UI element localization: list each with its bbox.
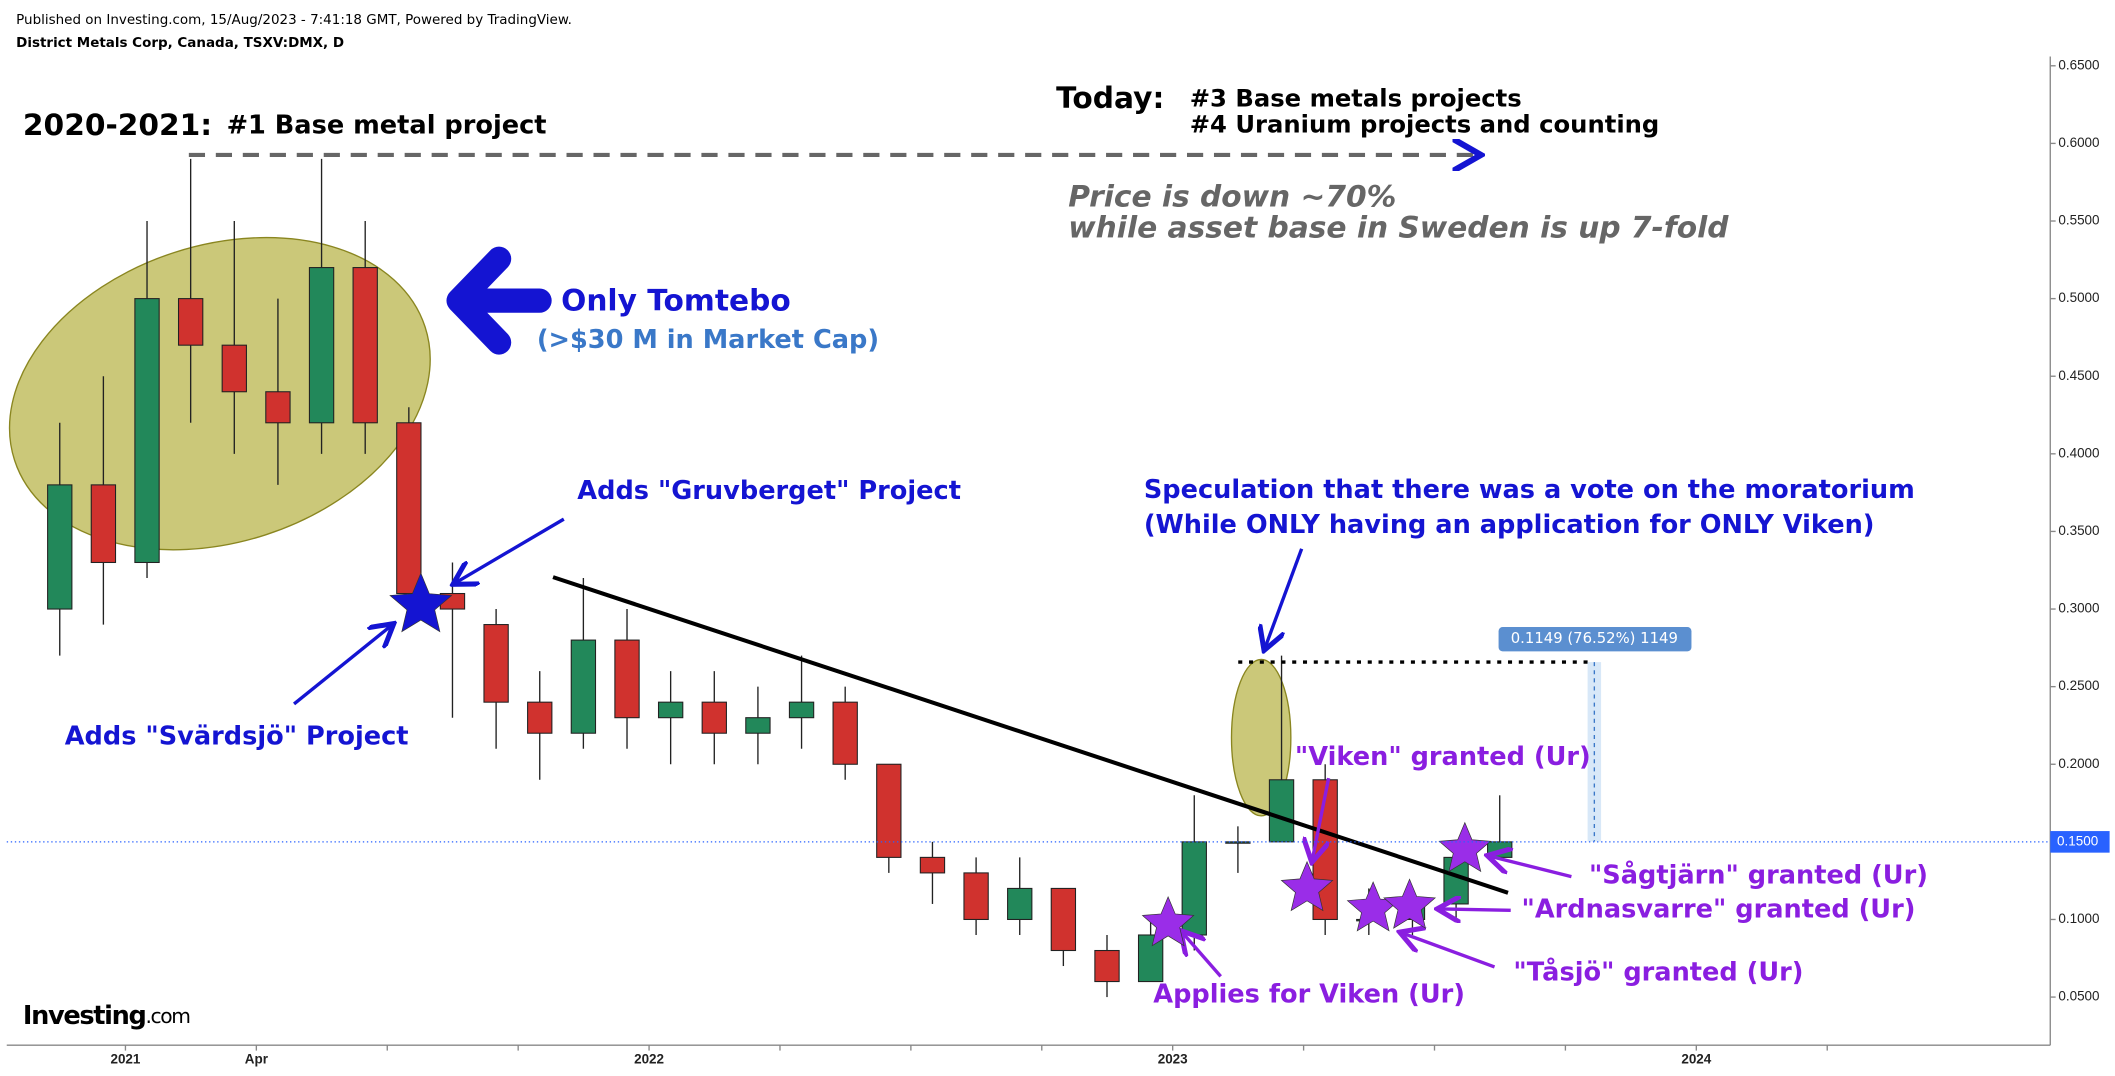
- candle-body: [1181, 841, 1207, 936]
- arrow: [1403, 933, 1496, 969]
- y-tick-label: 0.3000: [2058, 601, 2099, 616]
- arrow: [1312, 777, 1331, 859]
- y-tick-label: 0.2500: [2058, 678, 2099, 693]
- x-tick-label: 2022: [634, 1052, 664, 1067]
- annotation: (>$30 M in Market Cap): [537, 325, 879, 355]
- y-tick-label: 0.3500: [2058, 523, 2099, 538]
- candle-body: [221, 344, 247, 393]
- star: [1141, 895, 1195, 947]
- measure-label-box: [1498, 627, 1692, 652]
- big-arrow: [446, 246, 552, 355]
- y-tick-label: 0.1000: [2058, 911, 2099, 926]
- annotation: (While ONLY having an application for ON…: [1144, 510, 1875, 540]
- y-tick-label: 0.5500: [2058, 213, 2099, 228]
- candle-body: [1137, 934, 1164, 983]
- x-tick-label: 2023: [1158, 1052, 1188, 1067]
- star: [1280, 860, 1334, 912]
- annotation: Applies for Viken (Ur): [1153, 979, 1465, 1009]
- y-tick-label: 0.2000: [2058, 756, 2099, 771]
- candle-body: [745, 717, 771, 734]
- candle-body: [265, 391, 291, 424]
- symbol: District Metals Corp, Canada, TSXV:DMX, …: [16, 35, 344, 51]
- candle-body: [832, 701, 858, 765]
- annotation: 2020-2021:: [23, 107, 212, 142]
- arrow: [292, 626, 391, 706]
- annotation: Today:: [1056, 80, 1164, 115]
- candle-body: [483, 624, 509, 703]
- candle-body: [1268, 779, 1295, 843]
- candle-body: [570, 639, 597, 734]
- candle-body: [177, 298, 204, 346]
- candle-body: [919, 856, 946, 874]
- y-tick-label: 0.5000: [2058, 290, 2099, 305]
- candle-body: [1007, 887, 1033, 921]
- x-tick-label: Apr: [245, 1052, 269, 1067]
- star: [1438, 821, 1492, 873]
- candle-body: [614, 639, 640, 719]
- star: [1346, 881, 1400, 932]
- annotation: "Sågtjärn" granted (Ur): [1589, 861, 1928, 891]
- measure-label: 0.1149 (76.52%) 1149: [1511, 630, 1678, 647]
- annotation: #3 Base metals projects: [1190, 84, 1522, 113]
- arrow: [456, 517, 565, 582]
- arrow: [1441, 909, 1511, 910]
- arrow: [1265, 548, 1304, 647]
- star: [1383, 878, 1437, 929]
- annotation: "Viken" granted (Ur): [1295, 742, 1591, 772]
- annotation: Adds "Gruvberget" Project: [577, 476, 961, 506]
- candle-body: [963, 872, 989, 921]
- y-tick-label: 0.0500: [2058, 989, 2099, 1004]
- annotation: #1 Base metal project: [227, 111, 547, 141]
- highlight-ellipse: [1230, 658, 1292, 817]
- annotation: "Tåsjö" granted (Ur): [1513, 958, 1803, 988]
- candle-body: [308, 267, 335, 424]
- logo: Investing.com: [23, 1001, 190, 1031]
- annotation: "Ardnasvarre" granted (Ur): [1522, 894, 1916, 924]
- published: Published on Investing.com, 15/Aug/2023 …: [16, 12, 572, 28]
- candle-body: [396, 422, 422, 595]
- annotation: Speculation that there was a vote on the…: [1144, 475, 1915, 505]
- y-tick-label: 0.6500: [2058, 57, 2099, 72]
- candle-body: [1050, 887, 1077, 952]
- stars: [389, 572, 1492, 947]
- last-price-box: [2050, 831, 2110, 853]
- candle-body: [527, 701, 553, 734]
- annotation: #4 Uranium projects and counting: [1190, 109, 1660, 138]
- arrow: [1490, 856, 1572, 879]
- candle-body: [657, 701, 684, 719]
- candle-body: [788, 701, 815, 719]
- y-tick-label: 0.4500: [2058, 368, 2099, 383]
- logo-name: Investing: [23, 1001, 146, 1031]
- annotation: Adds "Svärdsjö" Project: [65, 722, 409, 752]
- candle-body: [876, 763, 902, 858]
- candle-body: [701, 701, 727, 734]
- trend-line: [552, 575, 1509, 895]
- candle-body: [47, 484, 73, 610]
- candle-body: [352, 267, 378, 424]
- candle-body: [1094, 949, 1120, 983]
- last-price-label: 0.1500: [2057, 833, 2098, 848]
- candle-body: [134, 298, 160, 564]
- annotation: while asset base in Sweden is up 7-fold: [1068, 210, 1729, 245]
- logo-suffix: .com: [145, 1003, 189, 1027]
- star: [389, 572, 453, 633]
- y-tick-label: 0.4000: [2058, 445, 2099, 460]
- x-tick-label: 2021: [110, 1052, 140, 1067]
- annotation: Price is down ~70%: [1068, 179, 1396, 214]
- x-tick-label: 2024: [1681, 1052, 1711, 1067]
- candles: [47, 158, 1513, 998]
- arrow: [1183, 933, 1222, 978]
- candle-body: [90, 484, 117, 564]
- annotation: Only Tomtebo: [561, 282, 791, 317]
- y-tick-label: 0.6000: [2058, 135, 2099, 150]
